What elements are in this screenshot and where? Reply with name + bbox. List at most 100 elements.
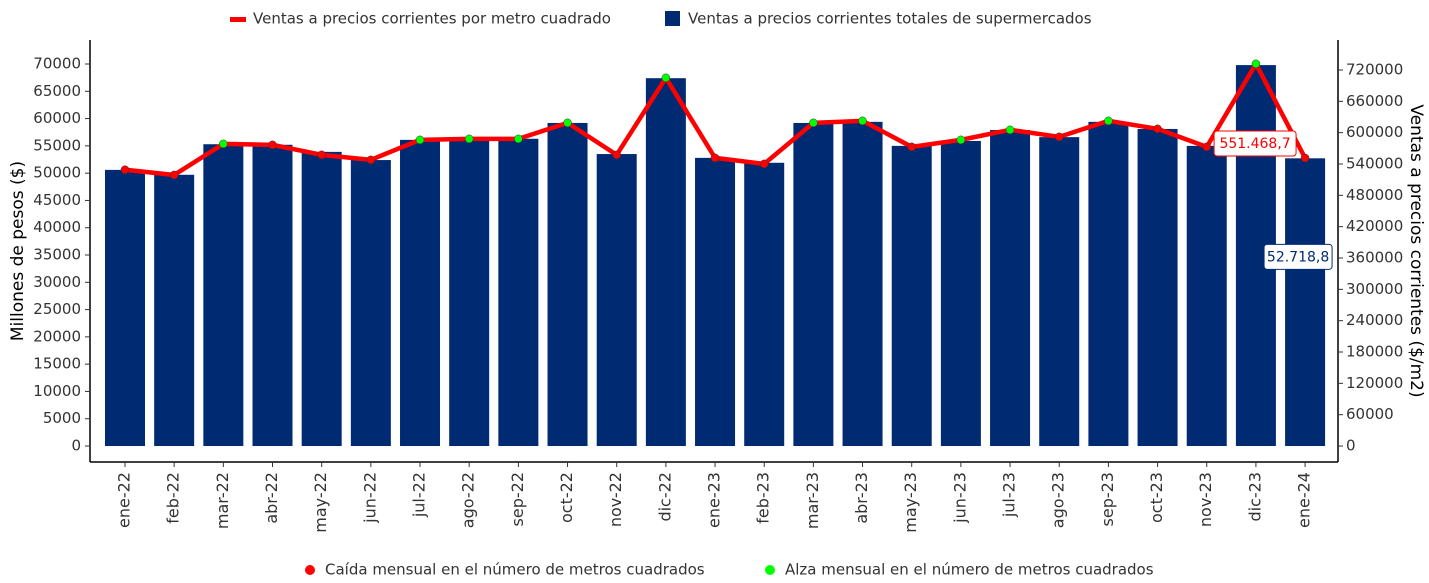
y2-tick-label: 300000 xyxy=(1346,280,1403,298)
point xyxy=(219,139,228,149)
x-tick-label: ene-24 xyxy=(1295,472,1314,528)
x-tick-label: may-22 xyxy=(311,472,330,533)
y-tick-label: 10000 xyxy=(33,382,81,400)
y2-tick-label: 180000 xyxy=(1346,343,1403,361)
x-tick-label: sep-23 xyxy=(1098,472,1117,526)
bar xyxy=(105,169,145,447)
point xyxy=(858,116,867,126)
y2-tick-label: 120000 xyxy=(1346,374,1403,392)
legend-label: Ventas a precios corrientes totales de s… xyxy=(688,10,1092,28)
x-tick-label: nov-22 xyxy=(606,472,625,527)
x-tick-label: mar-23 xyxy=(803,472,822,529)
bar xyxy=(1285,158,1326,447)
y2-tick-label: 720000 xyxy=(1346,60,1403,78)
y-tick-label: 65000 xyxy=(33,82,81,100)
bar xyxy=(695,157,736,447)
legend-label: Caída mensual en el número de metros cua… xyxy=(325,561,705,579)
point xyxy=(1153,124,1162,134)
point xyxy=(710,153,720,163)
x-tick-label: jul-23 xyxy=(1000,472,1019,518)
bar xyxy=(596,154,637,447)
bar xyxy=(350,160,391,447)
bar xyxy=(1137,128,1178,447)
legend-label: Ventas a precios corrientes por metro cu… xyxy=(253,10,611,28)
x-tick-label: oct-23 xyxy=(1147,472,1166,523)
x-tick-label: nov-23 xyxy=(1196,472,1215,527)
y2-tick-label: 480000 xyxy=(1346,186,1403,204)
point xyxy=(169,170,179,180)
point xyxy=(464,134,474,144)
point xyxy=(1202,142,1211,152)
point xyxy=(809,118,818,128)
bar xyxy=(154,174,195,447)
y2-tick-label: 660000 xyxy=(1346,92,1403,110)
point xyxy=(514,134,523,144)
legend-swatch xyxy=(305,565,315,575)
bar xyxy=(1186,145,1227,447)
point xyxy=(1300,153,1310,163)
x-tick-label: abr-23 xyxy=(852,472,871,524)
bar xyxy=(842,121,883,447)
y2-axis-title: Ventas a precios corrientes ($/m2) xyxy=(1406,104,1426,397)
label-box xyxy=(1213,130,1297,157)
x-tick-label: abr-22 xyxy=(262,472,281,524)
bar xyxy=(498,138,539,447)
point xyxy=(759,159,769,169)
y2-tick-label: 540000 xyxy=(1346,154,1403,172)
point xyxy=(120,165,130,174)
point xyxy=(317,150,326,160)
x-tick-label: feb-23 xyxy=(754,472,773,524)
bar xyxy=(891,145,932,447)
bar xyxy=(301,151,342,447)
y-tick-label: 70000 xyxy=(33,55,81,73)
point xyxy=(563,118,572,128)
bar xyxy=(547,122,588,447)
point xyxy=(1251,59,1261,69)
y2-tick-label: 240000 xyxy=(1346,311,1403,329)
label-box xyxy=(1263,243,1333,270)
y2-tick-label: 360000 xyxy=(1346,248,1403,266)
y-tick-label: 30000 xyxy=(33,273,81,291)
point xyxy=(1005,125,1015,135)
y-tick-label: 40000 xyxy=(33,218,81,236)
y-tick-label: 5000 xyxy=(43,409,81,427)
point xyxy=(612,150,621,160)
x-tick-label: may-23 xyxy=(901,472,920,533)
x-tick-label: ago-23 xyxy=(1049,472,1068,528)
point xyxy=(366,155,376,165)
legend-label: Alza mensual en el número de metros cuad… xyxy=(785,561,1154,579)
y-tick-label: 45000 xyxy=(33,191,81,209)
data-label: 551.468,7 xyxy=(1219,136,1290,152)
x-tick-label: feb-22 xyxy=(164,472,183,524)
y2-tick-label: 0 xyxy=(1346,437,1356,455)
y-tick-label: 35000 xyxy=(33,246,81,264)
x-tick-label: oct-22 xyxy=(557,472,576,523)
bar xyxy=(645,78,686,447)
y2-tick-label: 420000 xyxy=(1346,217,1403,235)
x-tick-label: jun-23 xyxy=(950,472,969,524)
y2-tick-label: 600000 xyxy=(1346,123,1403,141)
legend-swatch xyxy=(765,565,775,575)
bar xyxy=(990,130,1031,447)
y-tick-label: 15000 xyxy=(33,355,81,373)
bar xyxy=(252,144,293,447)
x-tick-label: ene-23 xyxy=(705,472,724,528)
bar xyxy=(793,122,834,447)
y-tick-label: 20000 xyxy=(33,327,81,345)
bar xyxy=(1039,137,1080,447)
point xyxy=(1104,116,1113,126)
x-tick-label: ene-22 xyxy=(115,472,134,528)
point xyxy=(956,135,966,145)
y-tick-label: 25000 xyxy=(33,300,81,318)
x-tick-label: dic-23 xyxy=(1245,472,1264,522)
bar xyxy=(1088,121,1129,447)
y-axis-title: Millones de pesos ($) xyxy=(8,161,28,341)
legend-swatch xyxy=(230,17,246,22)
bar xyxy=(203,144,244,447)
point xyxy=(661,73,671,83)
legend-swatch xyxy=(665,11,680,26)
y2-tick-label: 60000 xyxy=(1346,405,1394,423)
x-tick-label: sep-22 xyxy=(508,472,527,526)
y-tick-label: 55000 xyxy=(33,136,81,154)
